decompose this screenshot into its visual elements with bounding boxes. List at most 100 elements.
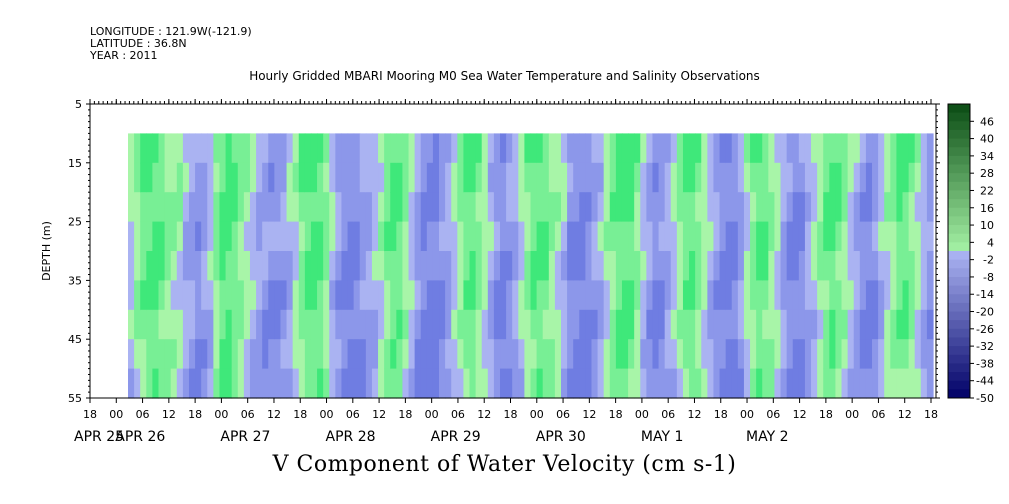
- heatmap-cell: [554, 251, 562, 281]
- heatmap-cell: [176, 368, 184, 399]
- heatmap-cell: [811, 192, 818, 223]
- heatmap-cell: [750, 133, 757, 164]
- heatmap-cell: [890, 280, 898, 311]
- heatmap-cell: [262, 133, 269, 164]
- heatmap-cell: [518, 251, 525, 281]
- heatmap-cell: [420, 251, 428, 281]
- heatmap-cell: [457, 368, 465, 399]
- heatmap-cell: [188, 368, 196, 399]
- heatmap-cell: [329, 251, 336, 281]
- heatmap-cell: [219, 162, 227, 193]
- heatmap-cell: [188, 251, 196, 281]
- heatmap-cell: [804, 309, 812, 340]
- heatmap-cell: [548, 192, 556, 223]
- heatmap-cell: [378, 280, 385, 311]
- heatmap-cell: [420, 368, 428, 399]
- heatmap-cell: [420, 280, 428, 311]
- heatmap-cell: [451, 309, 458, 340]
- heatmap-cell: [713, 309, 721, 340]
- heatmap-cell: [512, 368, 519, 399]
- heatmap-cell: [378, 133, 385, 164]
- heatmap-cell: [274, 133, 282, 164]
- heatmap-cell: [207, 133, 214, 164]
- heatmap-cell: [146, 221, 153, 252]
- heatmap-cell: [170, 162, 178, 193]
- heatmap-cell: [548, 309, 556, 340]
- heatmap-cell: [634, 368, 641, 399]
- heatmap-cell: [798, 221, 806, 252]
- heatmap-cell: [512, 221, 519, 252]
- heatmap-cell: [560, 251, 568, 281]
- heatmap-cell: [634, 339, 641, 370]
- heatmap-cell: [603, 339, 611, 370]
- colorbar-band: [948, 380, 970, 390]
- heatmap-cell: [146, 162, 153, 193]
- heatmap-cell: [408, 221, 416, 252]
- heatmap-cell: [396, 162, 404, 193]
- heatmap-cell: [341, 309, 349, 340]
- heatmap-cell: [872, 309, 879, 340]
- heatmap-cell: [884, 133, 891, 164]
- heatmap-cell: [439, 133, 446, 164]
- heatmap-cell: [262, 339, 269, 370]
- heatmap-cell: [695, 192, 702, 223]
- heatmap-cell: [835, 309, 843, 340]
- heatmap-cell: [847, 162, 855, 193]
- heatmap-cell: [658, 280, 666, 311]
- heatmap-cell: [457, 192, 465, 223]
- heatmap-cell: [213, 192, 221, 223]
- heatmap-cell: [774, 251, 782, 281]
- heatmap-cell: [512, 280, 519, 311]
- heatmap-cell: [432, 280, 440, 311]
- heatmap-cell: [262, 221, 269, 252]
- heatmap-cell: [615, 251, 623, 281]
- heatmap-cell: [445, 133, 452, 164]
- heatmap-cell: [652, 192, 660, 223]
- heatmap-cell: [298, 339, 306, 370]
- heatmap-cell: [140, 339, 147, 370]
- heatmap-cell: [567, 192, 574, 223]
- heatmap-cell: [817, 309, 824, 340]
- heatmap-cell: [249, 162, 257, 193]
- heatmap-cell: [640, 309, 647, 340]
- heatmap-cell: [451, 162, 458, 193]
- heatmap-cell: [128, 280, 135, 311]
- heatmap-cell: [743, 280, 751, 311]
- heatmap-cell: [249, 133, 257, 164]
- heatmap-cell: [829, 251, 837, 281]
- y-tick-label: 45: [68, 333, 82, 346]
- heatmap-cell: [469, 162, 477, 193]
- heatmap-cell: [652, 368, 660, 399]
- heatmap-cell: [567, 280, 574, 311]
- heatmap-cell: [140, 221, 147, 252]
- heatmap-cell: [445, 280, 452, 311]
- heatmap-cell: [219, 192, 227, 223]
- heatmap-cell: [408, 251, 416, 281]
- heatmap-cell: [743, 192, 751, 223]
- heatmap-cell: [506, 280, 513, 311]
- heatmap-cell: [658, 192, 666, 223]
- heatmap-cell: [682, 162, 690, 193]
- heatmap-cell: [750, 192, 757, 223]
- heatmap-cell: [591, 309, 599, 340]
- heatmap-cell: [176, 251, 184, 281]
- heatmap-cell: [560, 133, 568, 164]
- heatmap-cell: [896, 368, 904, 399]
- heatmap-cell: [628, 368, 635, 399]
- heatmap-cell: [134, 368, 141, 399]
- heatmap-cell: [146, 309, 153, 340]
- heatmap-cell: [707, 162, 715, 193]
- heatmap-cell: [445, 309, 452, 340]
- heatmap-cell: [475, 251, 483, 281]
- heatmap-cell: [737, 133, 745, 164]
- colorbar-label: -14: [976, 288, 994, 301]
- colorbar-band: [948, 129, 970, 140]
- heatmap-cell: [384, 309, 391, 340]
- heatmap-cell: [469, 221, 477, 252]
- heatmap-cell: [676, 368, 684, 399]
- heatmap-cell: [475, 192, 483, 223]
- heatmap-cell: [640, 339, 647, 370]
- heatmap-cell: [798, 339, 806, 370]
- heatmap-cell: [414, 251, 422, 281]
- heatmap-cell: [280, 339, 288, 370]
